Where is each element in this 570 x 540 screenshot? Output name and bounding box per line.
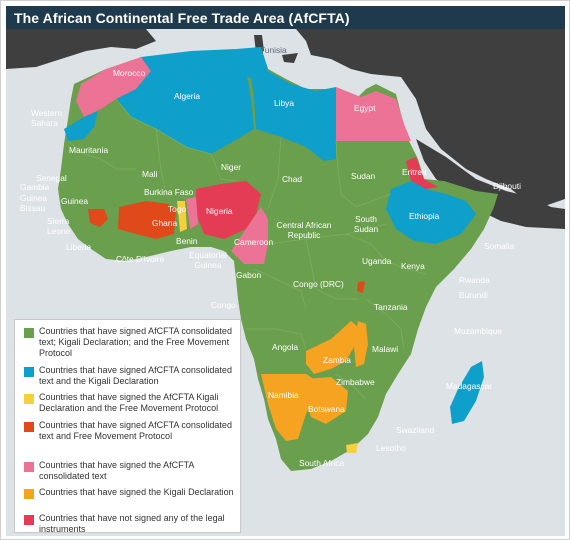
label-niger: Niger — [221, 162, 242, 172]
map-canvas — [6, 29, 565, 471]
title-bar: The African Continental Free Trade Area … — [6, 6, 565, 29]
label-togo: Togo — [168, 204, 187, 214]
label-kenya: Kenya — [401, 261, 425, 271]
label-guinea: Guinea — [61, 196, 89, 206]
label-gabon: Gabon — [236, 270, 262, 280]
label-ethiopia: Ethiopia — [409, 211, 440, 221]
label-angola: Angola — [272, 342, 299, 352]
country-togo — [177, 201, 187, 232]
label-sudan: Sudan — [351, 171, 376, 181]
label-guinea-bissau: Guinea Bissau — [20, 193, 48, 213]
label-eritrea: Eritrea — [402, 167, 427, 177]
country-sierra-leone — [88, 209, 108, 227]
label-djibouti: Djibouti — [493, 181, 521, 191]
land-sicily — [282, 53, 298, 63]
legend-swatch — [24, 422, 34, 432]
land-africa-green — [58, 49, 498, 471]
label-libya: Libya — [274, 98, 295, 108]
country-lesotho — [346, 443, 358, 453]
label-mozambique: Mozambique — [454, 326, 502, 336]
label-chad: Chad — [282, 174, 303, 184]
label-liberia: Liberia — [66, 242, 92, 252]
legend-swatch — [24, 489, 34, 499]
legend-label: Countries that have signed the AfCFTA co… — [39, 460, 194, 481]
label-tanzania: Tanzania — [374, 302, 408, 312]
legend-swatch — [24, 328, 34, 338]
label-car: Central African Republic — [276, 220, 332, 240]
label-zimbabwe: Zimbabwe — [336, 377, 375, 387]
country-malawi — [354, 321, 368, 367]
label-madagascar: Madagascar — [446, 381, 493, 391]
country-namibia — [261, 374, 314, 441]
legend: Countries that have signed AfCFTA consol… — [14, 319, 241, 534]
label-mauritania: Mauritania — [69, 145, 109, 155]
label-zambia: Zambia — [323, 355, 351, 365]
land-arabia — [416, 139, 565, 229]
label-ghana: Ghana — [152, 218, 178, 228]
label-burkina-faso: Burkina Faso — [144, 187, 194, 197]
label-algeria: Algeria — [174, 91, 201, 101]
country-morocco — [76, 57, 151, 117]
legend-label: Countries that have signed the Kigali De… — [39, 487, 234, 497]
land-europe-left — [6, 29, 156, 69]
country-zambia — [306, 321, 358, 374]
legend-swatch — [24, 394, 34, 404]
label-cameroon: Cameroon — [234, 237, 274, 247]
legend-label: Countries that have signed AfCFTA consol… — [39, 326, 232, 358]
label-tunisia: Tunisia — [260, 45, 287, 55]
country-madagascar — [450, 361, 484, 424]
legend-label: Countries that have signed AfCFTA consol… — [39, 365, 232, 386]
label-swaziland: Swaziland — [396, 425, 435, 435]
legend-label: Countries that have signed AfCFTA consol… — [39, 420, 232, 441]
label-south-africa: South Africa — [299, 458, 345, 468]
land-europe-right — [296, 29, 565, 209]
country-ghana — [118, 201, 176, 239]
country-nigeria — [196, 181, 261, 239]
country-eritrea — [406, 157, 438, 189]
country-borders — [67, 98, 427, 400]
country-burundi — [357, 281, 365, 293]
label-gambia: Gambia — [20, 182, 50, 192]
label-congo: Congo — [211, 300, 236, 310]
label-benin: Benin — [176, 236, 198, 246]
label-lesotho: Lesotho — [376, 443, 406, 453]
legend-label: Countries that have signed the AfCFTA Ki… — [39, 392, 219, 413]
label-western-sahara: Western Sahara — [31, 108, 63, 128]
label-uganda: Uganda — [362, 256, 392, 266]
label-malawi: Malawi — [372, 344, 399, 354]
label-drc: Congo (DRC) — [293, 279, 344, 289]
label-senegal: Senegal — [36, 173, 67, 183]
legend-label: Countries that have not signed any of th… — [39, 513, 225, 534]
label-eq-guinea: Equatorial Guinea — [189, 250, 227, 270]
label-somalia: Somalia — [484, 241, 515, 251]
label-rwanda: Rwanda — [459, 275, 490, 285]
label-nigeria: Nigeria — [206, 206, 233, 216]
label-south-sudan: South Sudan — [353, 214, 379, 234]
label-mali: Mali — [142, 169, 158, 179]
label-morocco: Morocco — [113, 68, 146, 78]
legend-swatch — [24, 462, 34, 472]
country-botswana — [306, 377, 348, 424]
country-egypt — [336, 87, 411, 141]
label-namibia: Namibia — [268, 390, 299, 400]
country-libya — [251, 71, 336, 161]
africa-map: Tunisia Morocco Algeria Libya Egypt West… — [6, 29, 565, 536]
legend-swatch — [24, 367, 34, 377]
legend-swatch — [24, 515, 34, 525]
label-egypt: Egypt — [354, 103, 376, 113]
country-western-sahara — [64, 111, 98, 141]
label-burundi: Burundi — [459, 290, 488, 300]
country-cameroon — [231, 207, 268, 264]
map-title: The African Continental Free Trade Area … — [14, 10, 350, 26]
country-benin — [186, 197, 198, 229]
label-sierra-leone: Sierra Leone — [47, 216, 71, 236]
label-cote-divoire: Côte D'Ivoire — [116, 254, 165, 264]
country-ethiopia — [386, 181, 476, 244]
label-botswana: Botswana — [308, 404, 345, 414]
country-algeria — [116, 49, 254, 154]
